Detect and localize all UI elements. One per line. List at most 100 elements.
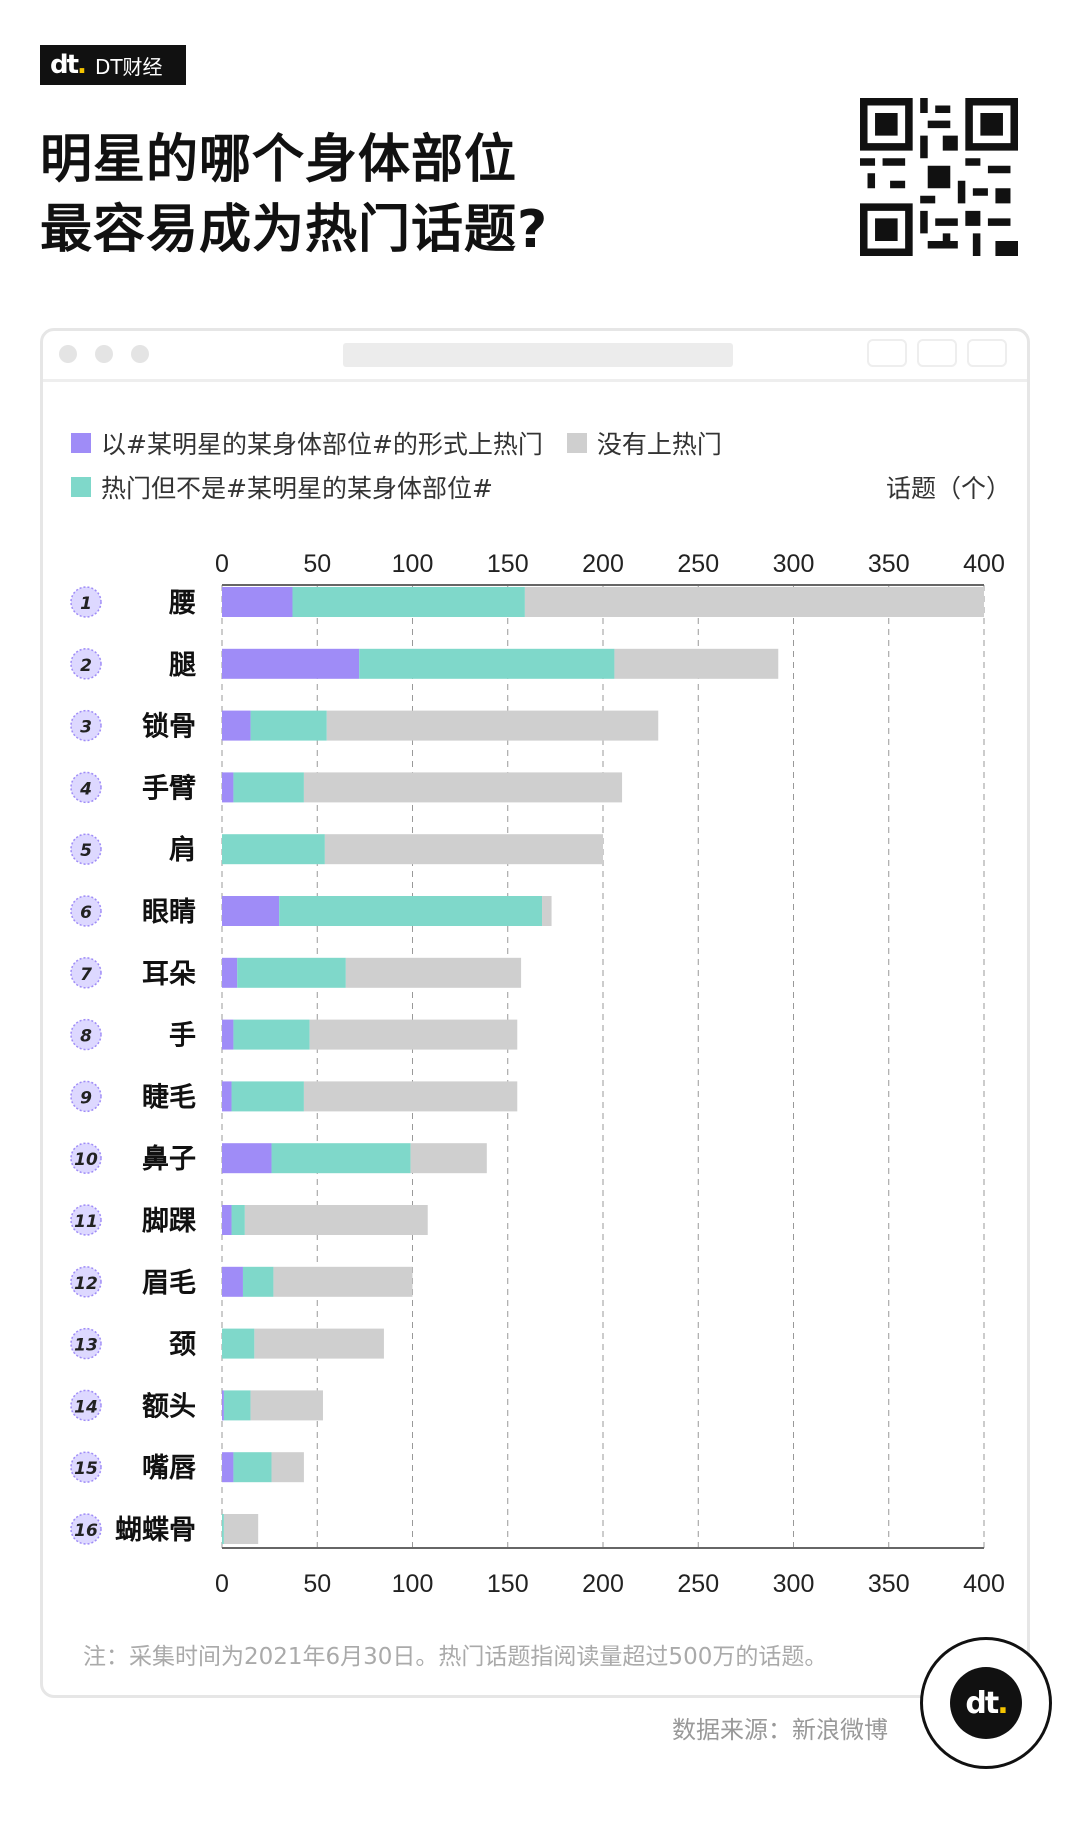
- category-label: 腿: [169, 650, 196, 681]
- bar-segment: [244, 1205, 428, 1235]
- bar-segment: [222, 1081, 232, 1112]
- tick-label-bottom: 100: [392, 1570, 434, 1598]
- rank-number: 12: [74, 1274, 98, 1294]
- bar-segment: [326, 710, 659, 741]
- legend-label: 以#某明星的某身体部位#的形式上热门: [101, 430, 543, 459]
- category-label: 蝴蝶骨: [115, 1515, 196, 1546]
- rank-badge: [70, 1266, 102, 1298]
- bar-segment: [303, 1081, 518, 1112]
- bar-segment: [223, 1514, 259, 1544]
- bar-segment: [242, 1266, 274, 1297]
- rank-number: 2: [80, 656, 92, 676]
- share-icon: [917, 339, 957, 367]
- category-label: 脚踝: [142, 1206, 197, 1237]
- unit-label: 话题（个）: [885, 474, 1011, 503]
- rank-badge: [70, 1513, 102, 1545]
- rank-badge: [70, 1142, 102, 1174]
- category-label: 鼻子: [142, 1144, 196, 1175]
- rank-number: 1: [80, 594, 92, 614]
- brand-logo: dt. DT财经: [40, 45, 186, 85]
- category-label: 耳朵: [142, 959, 196, 990]
- rank-badge: [70, 1080, 102, 1113]
- bar-segment: [292, 587, 525, 617]
- window-titlebar: [43, 331, 1027, 382]
- bar-segment: [222, 1390, 224, 1421]
- rank-badge: [70, 648, 102, 680]
- dt-logo-mark: dt.: [50, 50, 87, 80]
- bar-segment: [303, 772, 623, 803]
- rank-number: 3: [80, 718, 92, 738]
- bar-segment: [233, 772, 304, 803]
- bar-segment: [250, 710, 327, 741]
- bar-segment: [271, 1143, 411, 1174]
- category-label: 睫毛: [142, 1082, 196, 1113]
- bar-segment: [279, 896, 543, 926]
- maximize-icon: [131, 345, 149, 363]
- bar-segment: [359, 648, 615, 679]
- tick-label-top: 350: [868, 550, 910, 578]
- rank-badge: [70, 1451, 102, 1483]
- category-label: 嘴唇: [142, 1453, 196, 1484]
- bar-segment: [233, 1452, 272, 1483]
- tick-label-bottom: 0: [215, 1570, 229, 1598]
- rank-number: 8: [80, 1027, 92, 1047]
- rank-badge: [70, 586, 102, 618]
- bar-segment: [222, 1266, 243, 1297]
- rank-number: 9: [80, 1088, 92, 1108]
- tick-label-top: 50: [303, 550, 331, 578]
- bar-segment: [231, 1081, 304, 1112]
- rank-badge: [70, 771, 102, 804]
- tick-label-top: 300: [773, 550, 815, 578]
- bar-segment: [222, 587, 293, 617]
- rank-badge: [70, 1018, 102, 1051]
- bar-segment: [345, 957, 522, 988]
- title-line-2: 最容易成为热门话题?: [40, 200, 549, 260]
- bar-segment: [254, 1328, 384, 1359]
- tick-label-bottom: 150: [487, 1570, 529, 1598]
- rank-badge: [70, 709, 102, 742]
- rank-number: 4: [79, 779, 92, 799]
- tick-label-top: 250: [677, 550, 719, 578]
- dt-logo-mark: dt.: [965, 1685, 1008, 1721]
- bar-segment: [222, 772, 234, 803]
- bar-segment: [614, 648, 779, 679]
- tick-label-bottom: 50: [303, 1570, 331, 1598]
- address-bar: [343, 343, 733, 367]
- bar-segment: [309, 1019, 518, 1050]
- rank-number: 7: [80, 965, 92, 985]
- rank-badge: [70, 957, 102, 989]
- rank-number: 16: [74, 1521, 98, 1541]
- legend-item-trending-as-part: 以#某明星的某身体部位#的形式上热门 没有上热门: [71, 425, 722, 461]
- page-title: 明星的哪个身体部位 最容易成为热门话题?: [40, 125, 548, 265]
- tick-label-bottom: 300: [773, 1570, 815, 1598]
- chart-window: 以#某明星的某身体部位#的形式上热门 没有上热门 热门但不是#某明星的某身体部位…: [40, 328, 1030, 1698]
- tick-label-top: 400: [963, 550, 1005, 578]
- tick-label-bottom: 400: [963, 1570, 1005, 1598]
- bar-segment: [223, 1390, 251, 1421]
- bar-segment: [273, 1266, 413, 1297]
- rank-badge: [70, 1204, 102, 1236]
- rank-number: 10: [74, 1150, 98, 1170]
- legend-swatch: [71, 477, 91, 497]
- category-label: 颈: [169, 1330, 196, 1361]
- bar-segment: [222, 710, 251, 741]
- bar-segment: [271, 1452, 304, 1483]
- rank-badge: [70, 1389, 102, 1422]
- bar-segment: [237, 957, 346, 988]
- legend-swatch: [71, 433, 91, 453]
- bar-segment: [524, 587, 984, 617]
- close-icon: [59, 345, 77, 363]
- category-label: 眼睛: [142, 897, 196, 928]
- bar-segment: [222, 834, 325, 865]
- brand-name: DT财经: [94, 54, 163, 79]
- bar-segment: [222, 1328, 255, 1359]
- category-label: 腰: [168, 588, 196, 619]
- rank-number: 6: [80, 903, 92, 923]
- category-label: 肩: [169, 834, 196, 866]
- category-label: 额头: [142, 1391, 196, 1422]
- rank-number: 5: [80, 841, 92, 861]
- category-label: 手: [169, 1021, 196, 1052]
- tick-label-bottom: 350: [868, 1570, 910, 1598]
- data-source: 数据来源：新浪微博: [672, 1716, 888, 1744]
- tick-label-top: 200: [582, 550, 624, 578]
